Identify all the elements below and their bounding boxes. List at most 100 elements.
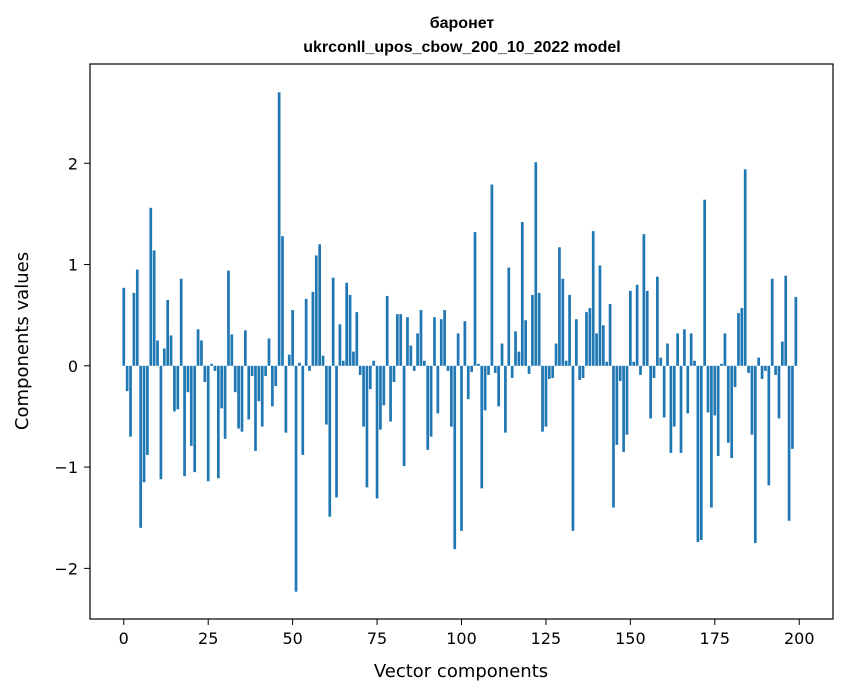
bar-65: [341, 360, 345, 366]
bar-79: [389, 365, 392, 422]
bar-50: [291, 310, 294, 366]
x-tick-label: 25: [198, 629, 218, 648]
bar-63: [335, 365, 338, 498]
bar-3: [132, 292, 136, 366]
bar-149: [625, 365, 629, 435]
chart-title: баронет: [430, 15, 495, 32]
y-axis-ticks: −2 −1 0 1 2: [54, 154, 90, 578]
bar-36: [244, 330, 247, 366]
bar-154: [642, 234, 646, 366]
bar-76: [379, 365, 382, 430]
bar-74: [372, 360, 376, 366]
bar-176: [716, 365, 720, 456]
bar-34: [237, 365, 240, 429]
bar-144: [608, 304, 612, 366]
bar-188: [757, 357, 761, 366]
bar-136: [581, 365, 585, 378]
bar-54: [304, 298, 308, 366]
bar-92: [433, 317, 436, 366]
bar-167: [686, 365, 690, 414]
bar-8: [149, 207, 153, 366]
bar-158: [656, 276, 659, 366]
bar-178: [723, 333, 727, 366]
bar-147: [618, 365, 622, 381]
bar-1: [125, 365, 129, 392]
bar-179: [726, 365, 730, 443]
bar-42: [264, 365, 267, 376]
bar-152: [635, 284, 639, 366]
bar-22: [196, 329, 200, 366]
bar-99: [456, 333, 460, 366]
bar-89: [423, 360, 426, 366]
bar-29: [220, 365, 224, 409]
bar-5: [139, 365, 143, 528]
bar-115: [510, 365, 514, 378]
bar-12: [162, 348, 166, 366]
bar-132: [568, 294, 571, 366]
bar-26: [210, 363, 213, 366]
bar-2: [129, 365, 132, 437]
bar-93: [436, 365, 440, 414]
bar-101: [463, 321, 467, 366]
bar-170: [696, 365, 700, 543]
bar-189: [760, 365, 764, 379]
bar-4: [135, 269, 139, 366]
bar-133: [571, 365, 575, 531]
bar-130: [561, 278, 565, 366]
bar-121: [531, 294, 534, 366]
bar-150: [629, 290, 632, 366]
bar-38: [250, 365, 254, 376]
bar-191: [767, 365, 771, 486]
bar-30: [223, 365, 227, 439]
x-tick-label: 125: [531, 629, 562, 648]
bar-143: [605, 361, 609, 366]
bar-113: [504, 365, 507, 433]
bar-131: [564, 360, 568, 366]
bar-129: [558, 247, 561, 366]
bar-148: [622, 365, 625, 452]
y-tick-label: −2: [54, 559, 78, 578]
bar-62: [331, 277, 335, 366]
bar-120: [527, 365, 531, 374]
bar-94: [439, 319, 443, 366]
bar-104: [473, 232, 477, 366]
plot-area-frame: [89, 63, 834, 620]
x-tick-label: 150: [615, 629, 646, 648]
bar-16: [176, 365, 180, 410]
bar-47: [281, 236, 284, 366]
y-tick-label: 2: [68, 154, 78, 173]
bar-199: [794, 296, 798, 366]
bar-84: [406, 317, 409, 366]
bar-108: [487, 365, 490, 375]
bar-31: [227, 270, 230, 366]
bar-37: [247, 365, 251, 420]
bar-96: [446, 365, 450, 371]
bar-40: [257, 365, 261, 402]
bar-0: [122, 287, 126, 366]
bar-11: [159, 365, 163, 480]
bar-105: [477, 363, 480, 366]
bar-28: [216, 365, 220, 479]
bar-156: [649, 365, 652, 419]
bar-117: [517, 351, 521, 366]
bar-112: [500, 343, 504, 366]
bar-82: [399, 314, 403, 366]
bar-142: [601, 325, 605, 366]
bar-196: [784, 275, 788, 366]
bar-66: [345, 282, 349, 366]
bar-83: [402, 365, 406, 467]
bar-172: [703, 199, 707, 366]
bar-135: [578, 365, 582, 380]
bar-153: [639, 365, 642, 375]
bar-64: [338, 324, 342, 366]
bar-109: [490, 184, 494, 366]
bar-69: [355, 312, 359, 366]
bar-25: [206, 365, 210, 482]
x-tick-label: 0: [119, 629, 129, 648]
bar-166: [683, 329, 686, 366]
bar-182: [737, 313, 740, 366]
x-tick-label: 200: [784, 629, 815, 648]
bar-18: [183, 365, 186, 477]
bar-87: [416, 333, 419, 366]
bar-157: [652, 365, 656, 378]
